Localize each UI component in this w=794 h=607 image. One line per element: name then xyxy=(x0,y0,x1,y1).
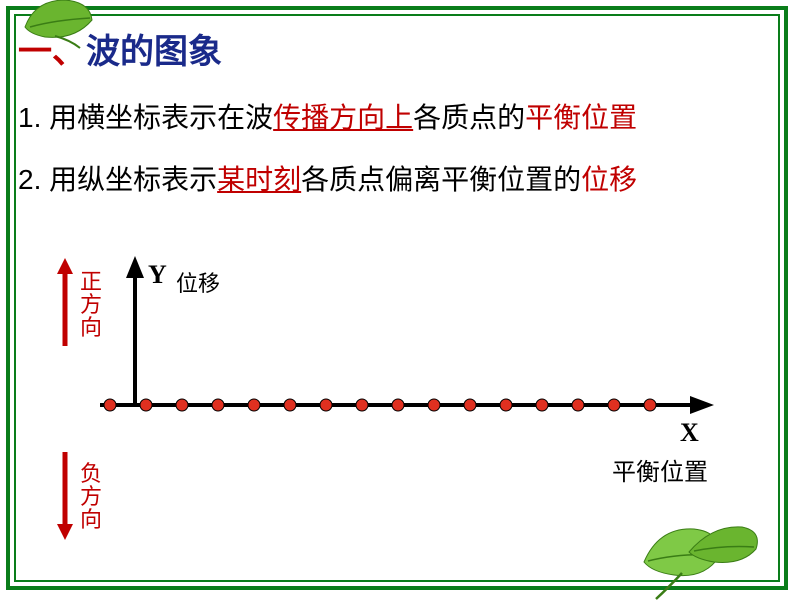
particle-dot xyxy=(464,399,476,411)
highlight-term: 某时刻 xyxy=(217,164,301,195)
particle-dot xyxy=(356,399,368,411)
particle-dot xyxy=(212,399,224,411)
text-run: 1. 用横坐标表示在波 xyxy=(18,102,273,133)
title-main: 波的图象 xyxy=(86,34,222,71)
leaf-decoration-bottom-right xyxy=(634,507,764,602)
bullet-line-2: 2. 用纵坐标表示某时刻各质点偏离平衡位置的位移 xyxy=(18,158,637,198)
leaf-decoration-top-left xyxy=(20,0,100,50)
highlight-term: 传播方向上 xyxy=(273,102,413,133)
particle-dot xyxy=(248,399,260,411)
particle-dot xyxy=(320,399,332,411)
particle-dot xyxy=(176,399,188,411)
particle-dot xyxy=(428,399,440,411)
text-run: 各质点的 xyxy=(413,102,525,133)
particle-dot xyxy=(608,399,620,411)
particle-dot xyxy=(572,399,584,411)
particle-dot xyxy=(392,399,404,411)
particle-dot xyxy=(140,399,152,411)
particle-dot xyxy=(284,399,296,411)
bullet-line-1: 1. 用横坐标表示在波传播方向上各质点的平衡位置 xyxy=(18,96,637,136)
text-run: 2. 用纵坐标表示 xyxy=(18,164,217,195)
particle-dot xyxy=(536,399,548,411)
highlight-term: 平衡位置 xyxy=(525,102,637,133)
particle-dot xyxy=(104,399,116,411)
particle-dot xyxy=(644,399,656,411)
text-run: 各质点偏离平衡位置的 xyxy=(301,164,581,195)
highlight-term: 位移 xyxy=(581,164,637,195)
particle-dot xyxy=(500,399,512,411)
